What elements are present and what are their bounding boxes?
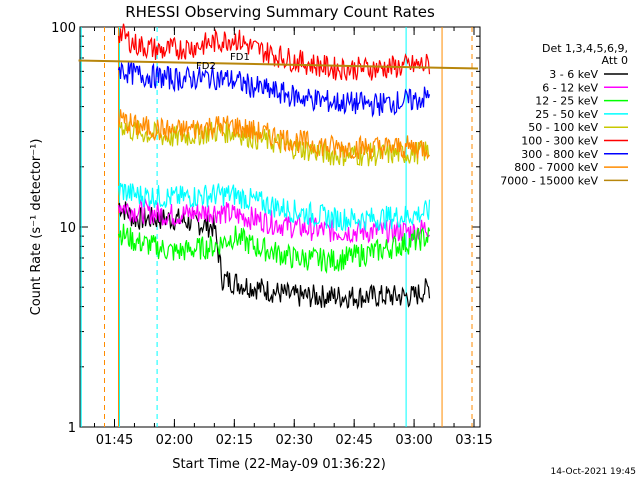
series-line (117, 198, 431, 244)
annotation-fd2: FD2 (196, 61, 216, 72)
legend-entry: 6 - 12 keV (542, 81, 598, 94)
legend-entry: 800 - 7000 keV (514, 161, 598, 174)
series-line (117, 223, 431, 274)
y-tick-label: 10 (59, 221, 76, 236)
series-line (78, 59, 479, 70)
legend-entry: 3 - 6 keV (549, 68, 598, 81)
x-tick-label: 02:00 (156, 433, 193, 448)
legend-entry: 12 - 25 keV (535, 95, 598, 108)
series-line (118, 201, 431, 310)
annotation-fd1: FD1 (230, 52, 250, 63)
x-tick-label: 03:15 (455, 433, 492, 448)
x-tick-label: 02:15 (216, 433, 253, 448)
legend-entry: 100 - 300 keV (521, 135, 598, 148)
y-axis-ticks: 1 10 100 (51, 21, 480, 436)
y-axis-label: Count Rate (s⁻¹ detector⁻¹) (29, 139, 44, 316)
legend-entry: 300 - 800 keV (521, 148, 598, 161)
y-tick-label: 1 (68, 421, 76, 436)
y-tick-label: 100 (51, 21, 76, 36)
x-tick-label: 03:00 (395, 433, 432, 448)
x-tick-label: 02:30 (276, 433, 313, 448)
legend-entry: 50 - 100 keV (528, 121, 598, 134)
footer-date: 14-Oct-2021 19:45 (551, 467, 636, 477)
series-line (117, 60, 431, 118)
chart-title: RHESSI Observing Summary Count Rates (125, 3, 435, 21)
x-axis-ticks: 01:45 02:00 02:15 02:30 02:45 03:00 03:15 (94, 27, 493, 448)
series-layer (78, 23, 479, 310)
x-tick-label: 01:45 (96, 433, 133, 448)
legend-title-line1: Det 1,3,4,5,6,9, (542, 42, 628, 55)
series-line (117, 23, 431, 81)
legend-entry: 25 - 50 keV (535, 108, 598, 121)
x-tick-label: 02:45 (335, 433, 372, 448)
series-line (117, 109, 430, 160)
legend-entry: 7000 - 15000 keV (500, 174, 598, 187)
time-markers (80, 27, 473, 427)
x-axis-label: Start Time (22-May-09 01:36:22) (172, 457, 386, 472)
series-line (117, 182, 431, 232)
legend-title-line2: Att 0 (602, 54, 628, 67)
series-line (117, 119, 430, 167)
